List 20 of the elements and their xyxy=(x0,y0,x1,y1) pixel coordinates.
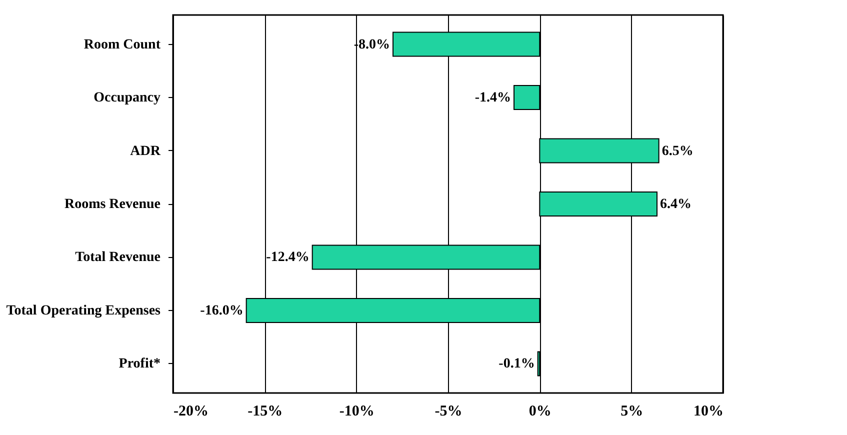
x-tick-label: -15% xyxy=(248,404,283,420)
y-tick-label: ADR xyxy=(130,144,162,159)
y-tick-label: Total Revenue xyxy=(75,250,160,266)
y-tick-label: Profit* xyxy=(118,356,160,372)
x-tick-label: 0% xyxy=(528,404,552,420)
data-label: 6.5% xyxy=(662,144,694,159)
y-tick-label: Occupancy xyxy=(94,90,160,106)
data-label: -16.0% xyxy=(200,303,244,318)
x-tick-label: 10% xyxy=(694,404,724,420)
data-label: 6.4% xyxy=(660,197,692,212)
data-label: -0.1% xyxy=(498,356,535,372)
x-tick-label: 5% xyxy=(620,404,644,420)
data-label: -1.4% xyxy=(474,90,511,106)
x-tick-label: -10% xyxy=(339,404,374,420)
y-tick-label: Total Operating Expenses xyxy=(6,303,162,318)
data-label: -12.4% xyxy=(266,250,310,266)
x-tick-label: -20% xyxy=(174,404,208,420)
y-tick-label: Room Count xyxy=(84,37,161,52)
y-tick-label: Rooms Revenue xyxy=(64,197,160,212)
x-tick-label: -5% xyxy=(434,404,462,420)
